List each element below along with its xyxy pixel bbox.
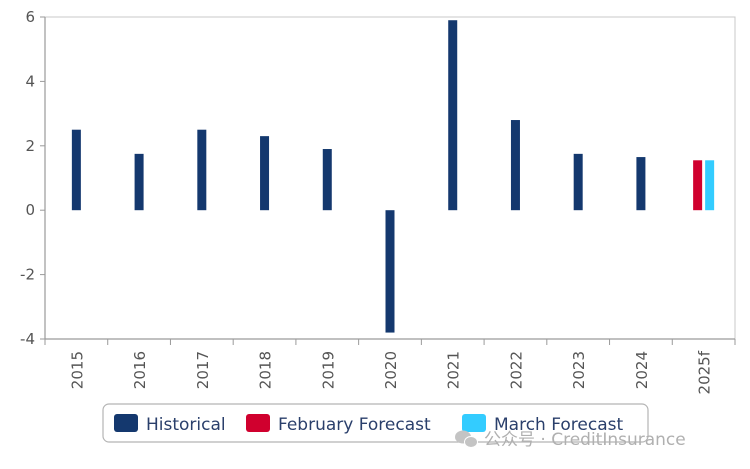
bar-historical-2018 bbox=[260, 136, 270, 211]
legend: Historical February Forecast March Forec… bbox=[102, 403, 649, 443]
bar-february-forecast-2025f bbox=[693, 160, 703, 211]
wechat-icon bbox=[455, 430, 478, 448]
x-axis: 2015 2016 2017 2018 2019 2020 2021 2022 2023 2024… bbox=[44, 339, 736, 394]
legend-label-march-forecast: March Forecast bbox=[494, 415, 623, 435]
bar-historical-2023 bbox=[573, 153, 583, 211]
bars bbox=[71, 20, 715, 333]
bar-historical-2021 bbox=[448, 20, 458, 211]
bar-historical-2017 bbox=[197, 129, 207, 211]
y-tick-label: 6 bbox=[25, 8, 35, 26]
x-tick-label: 2015 bbox=[68, 351, 86, 389]
bar-historical-2015 bbox=[71, 129, 81, 211]
y-tick-label: -4 bbox=[20, 330, 35, 348]
bar-march-forecast-2025f bbox=[705, 160, 715, 211]
x-tick-label: 2024 bbox=[633, 351, 651, 389]
x-tick-label: 2017 bbox=[194, 351, 212, 389]
watermark-text: 公众号 · CreditInsurance bbox=[484, 430, 686, 450]
y-axis: 6 4 2 0 -2 -4 bbox=[20, 8, 45, 348]
watermark: 公众号 · CreditInsurance bbox=[455, 430, 686, 450]
x-tick-label: 2020 bbox=[382, 351, 400, 389]
x-tick-label: 2022 bbox=[507, 351, 525, 389]
bar-historical-2019 bbox=[322, 149, 332, 211]
bar-historical-2024 bbox=[636, 157, 646, 211]
legend-box bbox=[102, 403, 649, 443]
legend-swatch-historical bbox=[114, 414, 138, 432]
bar-historical-2016 bbox=[134, 153, 144, 211]
y-tick-label: 2 bbox=[25, 137, 35, 155]
y-tick-label: -2 bbox=[20, 266, 35, 284]
x-tick-label: 2025f bbox=[696, 350, 714, 394]
y-tick-label: 0 bbox=[25, 201, 35, 219]
x-tick-label: 2023 bbox=[570, 351, 588, 389]
y-tick-label: 4 bbox=[25, 72, 35, 90]
legend-swatch-march-forecast bbox=[462, 414, 486, 432]
x-tick-label: 2019 bbox=[319, 351, 337, 389]
bar-historical-2020 bbox=[385, 210, 395, 333]
plot-frame bbox=[44, 16, 736, 340]
legend-label-historical: Historical bbox=[146, 415, 226, 435]
legend-swatch-february-forecast bbox=[246, 414, 270, 432]
x-tick-label: 2021 bbox=[445, 351, 463, 389]
x-tick-label: 2018 bbox=[257, 351, 275, 389]
bar-historical-2022 bbox=[510, 120, 520, 211]
legend-label-february-forecast: February Forecast bbox=[278, 415, 431, 435]
x-tick-label: 2016 bbox=[131, 351, 149, 389]
